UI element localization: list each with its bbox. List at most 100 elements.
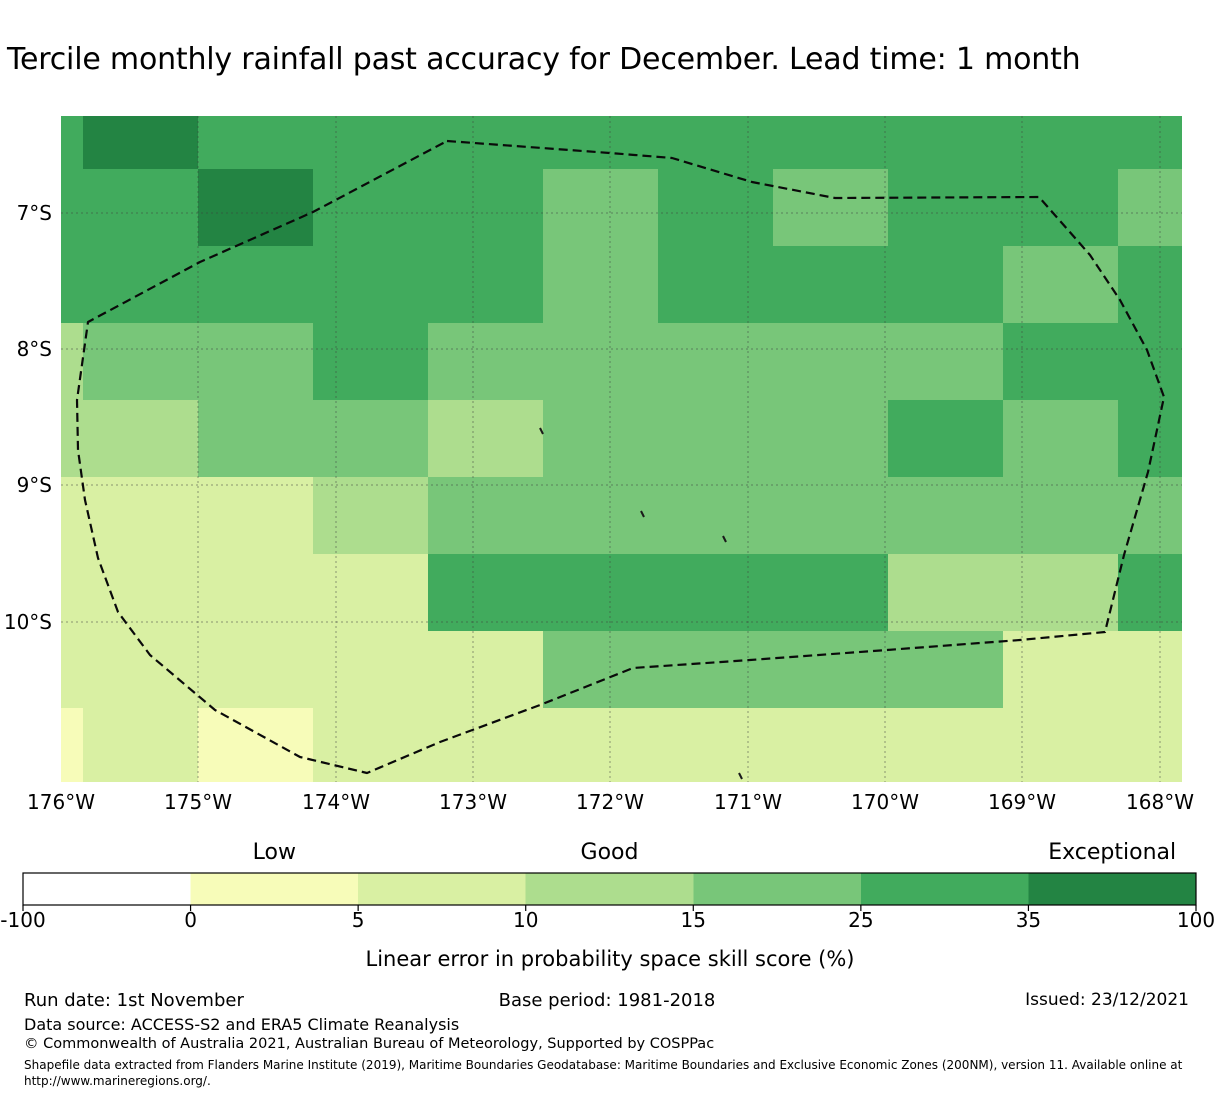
colorbar-tick-label: 35 [1015, 908, 1042, 932]
heatmap-cell [1003, 477, 1118, 554]
colorbar-tick-label: 10 [512, 908, 539, 932]
colorbar-segment [190, 873, 359, 905]
heatmap-cell [428, 116, 543, 169]
heatmap-cell [773, 554, 888, 631]
heatmap-cell [888, 323, 1003, 400]
heatmap-cell [888, 708, 1003, 782]
heatmap-cell [61, 169, 83, 246]
heatmap-cell [773, 477, 888, 554]
island-marks [539, 427, 743, 780]
heatmap-cell [198, 554, 313, 631]
heatmap-cell [61, 554, 83, 631]
island-mark [738, 772, 743, 780]
x-axis-tick-label: 170°W [851, 790, 919, 814]
heatmap-cell [428, 708, 543, 782]
issued-date-text: Issued: 23/12/2021 [1025, 990, 1189, 1010]
island-mark [722, 535, 727, 543]
colorbar-tick-label: 25 [848, 908, 874, 932]
x-axis-tick-label: 175°W [164, 790, 232, 814]
colorbar-segment [23, 873, 191, 905]
y-axis-tick-label: 9°S [16, 473, 52, 497]
heatmap-cell [658, 323, 773, 400]
heatmap-cell [658, 169, 773, 246]
heatmap-cell [61, 323, 83, 400]
heatmap-cell [428, 631, 543, 708]
heatmap-cell [1003, 323, 1118, 400]
heatmap-cell [313, 554, 428, 631]
heatmap-cell [1118, 323, 1182, 400]
heatmap-cell [428, 323, 543, 400]
heatmap-cell [888, 246, 1003, 323]
heatmap-cell [888, 116, 1003, 169]
heatmap-cell [428, 246, 543, 323]
colorbar-tick-label: 100 [1176, 908, 1215, 932]
heatmap-cell [428, 169, 543, 246]
y-axis-tick-label: 10°S [3, 610, 52, 634]
heatmap-cell [313, 116, 428, 169]
colorbar-tick-label: -100 [0, 908, 46, 932]
island-mark [539, 427, 544, 435]
heatmap-cell [773, 116, 888, 169]
heatmap-cell [658, 554, 773, 631]
skill-heatmap-cells [61, 116, 1182, 782]
heatmap-cell [1003, 631, 1118, 708]
heatmap-cell [773, 323, 888, 400]
x-axis-tick-label: 173°W [439, 790, 507, 814]
heatmap-cell [83, 323, 198, 400]
heatmap-cell [543, 169, 658, 246]
heatmap-cell [658, 477, 773, 554]
heatmap-cell [198, 708, 313, 782]
heatmap-cell [888, 400, 1003, 477]
colorbar-segment [860, 873, 1029, 905]
y-axis-tick-label: 7°S [16, 201, 52, 225]
heatmap-cell [313, 169, 428, 246]
heatmap-cell [313, 477, 428, 554]
heatmap-cell [313, 400, 428, 477]
heatmap-cell [1118, 116, 1182, 169]
heatmap-cell [1118, 708, 1182, 782]
heatmap-cell [543, 116, 658, 169]
x-axis-tick-label: 176°W [27, 790, 95, 814]
colorbar-axis-label: Linear error in probability space skill … [365, 947, 855, 971]
heatmap-cell [428, 477, 543, 554]
heatmap-cell [773, 246, 888, 323]
heatmap-cell [543, 477, 658, 554]
heatmap-cell [658, 246, 773, 323]
heatmap-cell [61, 477, 83, 554]
colorbar-tick-label: 0 [184, 908, 197, 932]
skill-category-label: Exceptional [1048, 840, 1177, 865]
heatmap-cell [83, 169, 198, 246]
x-axis-tick-label: 168°W [1126, 790, 1194, 814]
heatmap-cell [198, 246, 313, 323]
heatmap-cell [543, 708, 658, 782]
heatmap-cell [773, 631, 888, 708]
heatmap-cell [888, 554, 1003, 631]
heatmap-cell [888, 631, 1003, 708]
colorbar-segment [358, 873, 526, 905]
heatmap-cell [1003, 246, 1118, 323]
heatmap-cell [198, 116, 313, 169]
heatmap-cell [1003, 169, 1118, 246]
heatmap-cell [1118, 400, 1182, 477]
x-axis-tick-label: 169°W [988, 790, 1056, 814]
heatmap-cell [198, 323, 313, 400]
figure-title: Tercile monthly rainfall past accuracy f… [7, 42, 1081, 77]
skill-category-label: Low [252, 840, 296, 865]
heatmap-cell [198, 477, 313, 554]
data-source-text: Data source: ACCESS-S2 and ERA5 Climate … [24, 1015, 460, 1034]
heatmap-cell [83, 246, 198, 323]
heatmap-cell [83, 400, 198, 477]
heatmap-cell [1118, 169, 1182, 246]
heatmap-cell [773, 169, 888, 246]
heatmap-cell [428, 554, 543, 631]
heatmap-cell [1003, 116, 1118, 169]
heatmap-cell [543, 246, 658, 323]
heatmap-cell [61, 400, 83, 477]
colorbar-segment [525, 873, 694, 905]
heatmap-cell [658, 708, 773, 782]
x-axis-tick-label: 171°W [714, 790, 782, 814]
skill-colorbar [22, 872, 1197, 911]
heatmap-cell [61, 116, 83, 169]
